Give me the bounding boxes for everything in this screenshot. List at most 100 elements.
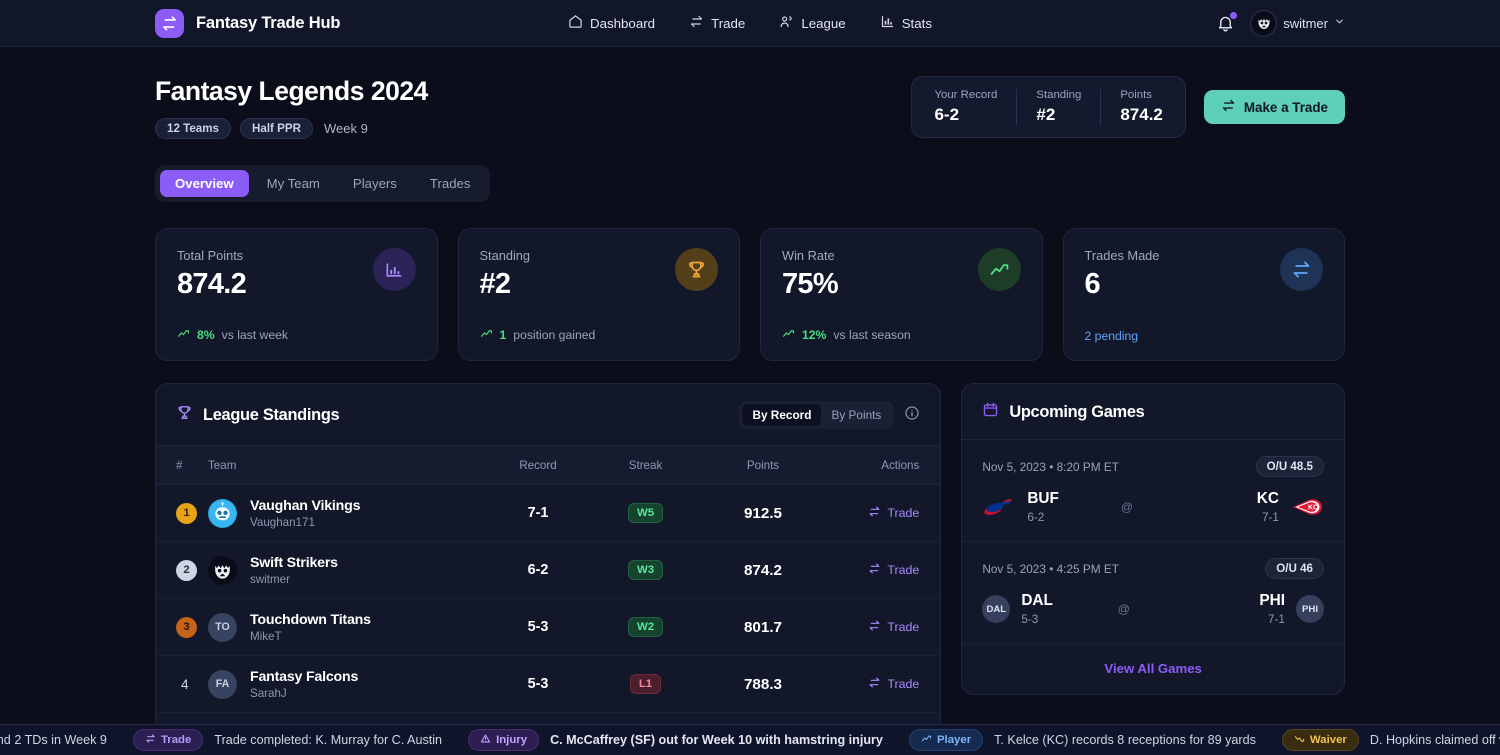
nav-item-dashboard[interactable]: Dashboard [568,14,655,32]
rank-badge: 1 [176,502,197,524]
nav-item-league[interactable]: League [779,14,846,32]
make-a-trade-button[interactable]: Make a Trade [1203,90,1345,124]
table-row[interactable]: 4 FA Fantasy Falcons SarahJ [156,656,941,713]
brand-logo-group[interactable]: Fantasy Trade Hub [155,8,341,38]
mascot-avatar [208,555,237,585]
user-name-label: switmer [1283,15,1328,31]
ticker-item[interactable]: Player T. Kelce (KC) records 8 reception… [908,729,1282,751]
row-trade-button[interactable]: Trade [868,562,919,578]
team-name: Swift Strikers [250,554,338,571]
upcoming-games-panel: Upcoming Games Nov 5, 2023 • 8:20 PM ET … [961,383,1345,695]
league-header-right: Your Record 6-2 Standing #2 Points 874.2… [911,76,1345,138]
rank-badge: 3 [176,616,197,638]
tab-my-team[interactable]: My Team [266,176,320,191]
table-row[interactable]: 3 TO Touchdown Titans MikeT [156,599,941,656]
nav-item-stats[interactable]: Stats [880,14,932,32]
page-body: Fantasy Legends 2024 12 Teams Half PPR W… [0,47,1500,755]
standings-table-body: 1 [156,485,941,755]
avatar: FA [208,669,237,699]
ticker-item[interactable]: 19 yards and 2 TDs in Week 9 [0,733,133,747]
streak-badge: W2 [627,617,664,637]
away-team-abbr: DAL [1021,592,1053,609]
kpi-label: Win Rate [782,248,835,263]
streak-badge: W5 [627,503,664,523]
home-team-record: 7-1 [1261,510,1279,524]
over-under-badge: O/U 48.5 [1255,456,1324,477]
notifications-button[interactable] [1216,12,1238,33]
sort-by-points-button[interactable]: By Points [831,408,882,422]
trade-swap-icon [868,562,881,578]
info-circle-icon[interactable] [904,405,920,426]
view-all-games-link[interactable]: View All Games [1104,661,1202,676]
ticker-badge-waiver: Waiver [1281,729,1359,751]
game-matchup-row: BUF 6-2 @ KC 7-1 [982,490,1324,524]
points-cell: 874.2 [743,561,782,579]
league-header-left: Fantasy Legends 2024 12 Teams Half PPR W… [155,76,428,139]
list-item[interactable]: Nov 5, 2023 • 4:25 PM ET O/U 46 DAL DAL … [962,542,1344,644]
stat-label: Your Record [934,89,998,101]
kpi-card-trades-made: Trades Made 6 2 pending [1062,228,1345,361]
nav-links: Dashboard Trade League Stats [568,14,932,32]
kpi-delta: 1 [499,328,507,342]
games-title: Upcoming Games [1009,402,1145,421]
ticker-item[interactable]: Injury C. McCaffrey (SF) out for Week 10… [468,729,909,751]
tab-overview[interactable]: Overview [160,170,249,197]
nav-item-trade[interactable]: Trade [689,14,745,32]
rank-cell: 2 [156,542,208,599]
team-cell: Swift Strikers switmer [208,542,483,599]
team-name: Touchdown Titans [250,611,371,628]
rank-cell: 1 [156,485,208,542]
kpi-footer: 12% vs last season [782,327,911,343]
brand-name: Fantasy Trade Hub [196,13,341,32]
table-row[interactable]: 2 [156,542,941,599]
ticker-item[interactable]: Waiver D. Hopkins claimed off waivers [1281,729,1500,751]
standings-table-head: # Team Record Streak Points Actions [156,446,941,485]
stat-value: 874.2 [1120,105,1163,124]
row-trade-button[interactable]: Trade [868,505,919,521]
game-meta-row: Nov 5, 2023 • 8:20 PM ET O/U 48.5 [982,456,1324,477]
home-team: KC 7-1 KC [1257,490,1324,524]
home-team-info: KC 7-1 [1257,490,1279,524]
points-cell: 912.5 [743,504,782,522]
ticker-item[interactable]: Trade Trade completed: K. Murray for C. … [132,729,468,751]
news-ticker-bar: 19 yards and 2 TDs in Week 9 Trade Trade… [0,724,1500,755]
trend-up-icon [480,327,493,343]
ticker-text: Trade completed: K. Murray for C. Austin [214,733,443,747]
trade-swap-icon [868,619,881,635]
trade-swap-icon [145,733,156,747]
nav-label: Stats [901,15,932,31]
ticker-badge-label: Waiver [1309,734,1347,746]
warning-triangle-icon [480,733,491,747]
trophy-icon [176,404,193,426]
row-trade-button[interactable]: Trade [868,619,919,635]
points-cell: 788.3 [743,675,782,693]
notification-badge-dot [1230,12,1238,19]
matchup-separator: @ [1117,602,1130,616]
pending-trades-link[interactable]: 2 pending [1084,329,1139,343]
dal-badge-label: DAL [986,603,1007,615]
kpi-footer: 2 pending [1085,329,1139,343]
trade-swap-icon [868,505,881,521]
page-title: Fantasy Legends 2024 [155,76,428,106]
home-icon [568,14,583,32]
trophy-icon [675,248,718,291]
matchup-separator: @ [1120,500,1134,514]
row-trade-label: Trade [887,563,920,577]
streak-cell: L1 [593,656,698,713]
streak-cell: W5 [593,485,698,542]
list-item[interactable]: Nov 5, 2023 • 8:20 PM ET O/U 48.5 [962,440,1344,542]
table-row[interactable]: 1 [156,485,941,542]
make-a-trade-label: Make a Trade [1243,99,1328,115]
tab-players[interactable]: Players [352,176,397,191]
home-team-info: PHI 7-1 [1259,592,1285,626]
row-trade-button[interactable]: Trade [868,676,919,692]
stat-label: Points [1120,89,1152,101]
tab-trades[interactable]: Trades [429,176,471,191]
user-menu-button[interactable]: switmer [1250,9,1345,37]
header-stat-record: Your Record 6-2 [932,89,1016,125]
rank-cell: 4 [156,656,208,713]
col-actions: Actions [828,446,941,485]
games-title-group: Upcoming Games [982,401,1145,423]
sort-by-record-button[interactable]: By Record [742,404,822,426]
kpi-delta-text: position gained [513,328,596,342]
